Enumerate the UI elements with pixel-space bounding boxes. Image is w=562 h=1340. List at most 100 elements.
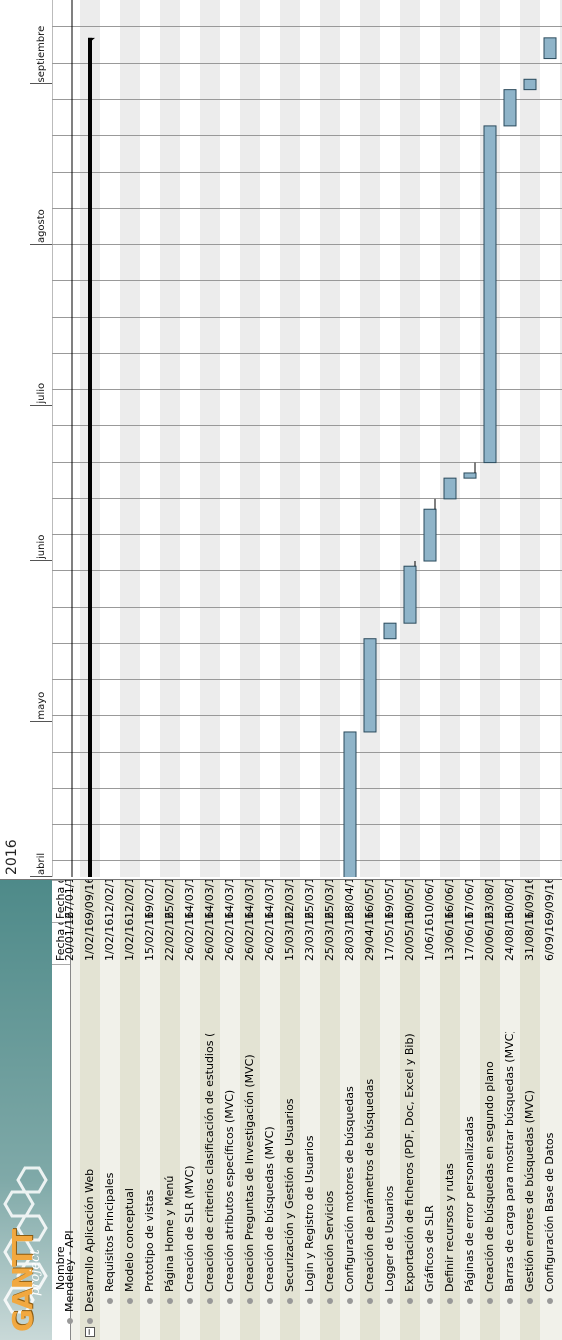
task-bullet-icon <box>147 1298 153 1304</box>
task-row[interactable]: Creación Preguntas de Investigación (MVC… <box>240 879 260 1340</box>
task-start-date: 26/02/16 <box>223 911 236 961</box>
task-end-date: 14/03/16 <box>183 879 196 919</box>
task-row[interactable]: Creación atributos específicos (MVC) 26/0… <box>220 879 240 1340</box>
task-bullet-icon <box>407 1298 413 1304</box>
task-start-date: 26/02/16 <box>243 911 256 961</box>
task-bullet-icon <box>507 1298 513 1304</box>
task-end-date: 10/06/16 <box>423 879 436 919</box>
task-name: Creación de búsquedas en segundo plano <box>483 1061 496 1292</box>
task-row[interactable]: − Desarrollo Aplicación Web 1/02/16 9/09/16 <box>80 879 100 1340</box>
task-bullet-icon <box>187 1298 193 1304</box>
task-bar[interactable] <box>483 125 497 464</box>
task-bar[interactable] <box>363 638 377 733</box>
task-name: Creación de criterios clasificación de e… <box>203 1032 216 1292</box>
task-end-date: 19/05/16 <box>383 879 396 919</box>
task-end-date: 23/08/16 <box>483 879 496 919</box>
task-row[interactable]: Requisitos Principales 1/02/16 12/02/16 <box>100 879 120 1340</box>
task-start-date: 1/02/16 <box>83 918 96 961</box>
task-end-date: 17/06/16 <box>463 879 476 919</box>
logo-subtitle: project <box>28 1249 43 1296</box>
task-end-date: 12/02/16 <box>103 879 116 919</box>
task-row[interactable]: Configuración Base de Datos 6/09/16 9/09/1… <box>540 879 560 1340</box>
task-row[interactable]: Definir recursos y rutas 13/06/16 16/06/16 <box>440 879 460 1340</box>
task-row[interactable]: Prototipo de vistas 15/02/16 19/02/16 <box>140 879 160 1340</box>
task-end-date: 27/01/16 <box>63 879 76 919</box>
task-end-date: 14/03/16 <box>223 879 236 919</box>
task-start-date: 1/02/16 <box>103 918 116 961</box>
task-row[interactable]: Configuración motores de búsquedas 28/03/… <box>340 879 360 1340</box>
task-bullet-icon <box>447 1298 453 1304</box>
task-start-date: 20/01/16 <box>63 911 76 961</box>
task-name: Creación Preguntas de Investigación (MVC… <box>243 1054 256 1292</box>
task-row[interactable]: Securización y Gestión de Usuarios 15/03/… <box>280 879 300 1340</box>
task-row[interactable]: Modelo conceptual 1/02/16 12/02/16 <box>120 879 140 1340</box>
task-start-date: 17/06/16 <box>463 911 476 961</box>
task-row[interactable]: Creación de SLR (MVC) 26/02/16 14/03/16 <box>180 879 200 1340</box>
task-name: Definir recursos y rutas <box>443 1163 456 1292</box>
task-end-date: 25/02/16 <box>163 879 176 919</box>
task-bullet-icon <box>467 1298 473 1304</box>
task-bar[interactable] <box>443 477 457 500</box>
task-bar[interactable] <box>343 731 357 877</box>
task-end-date: 19/02/16 <box>143 879 156 919</box>
task-row[interactable]: Mendeley - API 20/01/16 27/01/16 <box>60 879 80 1340</box>
task-start-date: 20/05/16 <box>403 911 416 961</box>
task-row[interactable]: Barras de carga para mostrar búsquedas (… <box>500 879 520 1340</box>
task-bullet-icon <box>347 1298 353 1304</box>
task-row[interactable]: Creación de búsquedas (MVC) 26/02/16 14/03… <box>260 879 280 1340</box>
task-bullet-icon <box>547 1298 553 1304</box>
task-name: Barras de carga para mostrar búsquedas (… <box>503 1032 516 1292</box>
task-row[interactable]: Gráficos de SLR 1/06/16 10/06/16 <box>420 879 440 1340</box>
gantt-chart-panel: 2016 abril mayo junio julio agosto septiembre <box>0 0 562 877</box>
task-bullet-icon <box>207 1298 213 1304</box>
task-bullet-icon <box>167 1298 173 1304</box>
task-name: Modelo conceptual <box>123 1188 136 1292</box>
task-bullet-icon <box>307 1298 313 1304</box>
task-start-date: 6/09/16 <box>543 918 556 961</box>
task-name: Creación Servicios <box>323 1190 336 1292</box>
task-row[interactable]: Login y Registro de Usuarios 23/03/16 25/0… <box>300 879 320 1340</box>
task-start-date: 31/08/16 <box>523 911 536 961</box>
task-row[interactable]: Creación de búsquedas en segundo plano 20… <box>480 879 500 1340</box>
task-name: Creación atributos específicos (MVC) <box>223 1089 236 1292</box>
task-name: Desarrollo Aplicación Web <box>83 1168 96 1312</box>
task-bar[interactable] <box>523 78 537 91</box>
task-bullet-icon <box>87 1318 93 1324</box>
task-row[interactable]: Página Home y Menú 22/02/16 25/02/16 <box>160 879 180 1340</box>
task-end-date: 14/03/16 <box>243 879 256 919</box>
task-start-date: 13/06/16 <box>443 911 456 961</box>
task-start-date: 22/02/16 <box>163 911 176 961</box>
task-row[interactable]: Logger de Usuarios 17/05/16 19/05/16 <box>380 879 400 1340</box>
collapse-icon[interactable]: − <box>85 1327 95 1337</box>
task-bullet-icon <box>487 1298 493 1304</box>
row-stripe <box>360 0 380 877</box>
logo-banner: GANTT project <box>0 880 52 1340</box>
task-bullet-icon <box>427 1298 433 1304</box>
task-row[interactable]: Creación Servicios 25/03/16 25/03/16 <box>320 879 340 1340</box>
task-bar[interactable] <box>423 508 437 562</box>
task-row[interactable]: Creación de criterios clasificación de e… <box>200 879 220 1340</box>
gantt-chart[interactable] <box>0 0 562 877</box>
task-end-date: 30/05/16 <box>403 879 416 919</box>
task-end-date: 12/02/16 <box>123 879 136 919</box>
task-bar[interactable] <box>503 89 517 127</box>
task-row[interactable]: Creación de parámetros de búsquedas 29/04… <box>360 879 380 1340</box>
task-name: Creación de búsquedas (MVC) <box>263 1126 276 1292</box>
task-bar[interactable] <box>383 622 397 640</box>
task-bar[interactable] <box>463 472 477 479</box>
task-bullet-icon <box>127 1298 133 1304</box>
task-bullet-icon <box>67 1318 73 1324</box>
task-name: Login y Registro de Usuarios <box>303 1135 316 1292</box>
task-bar[interactable] <box>403 565 417 624</box>
task-bullet-icon <box>367 1298 373 1304</box>
task-name: Configuración Base de Datos <box>543 1132 556 1292</box>
task-row[interactable]: Gestión errores de búsquedas (MVC) 31/08/… <box>520 879 540 1340</box>
task-end-date: 25/03/16 <box>303 879 316 919</box>
task-end-date: 1/09/16 <box>523 879 536 919</box>
row-stripe <box>320 0 340 877</box>
task-end-date: 14/03/16 <box>263 879 276 919</box>
task-bar[interactable] <box>543 37 557 60</box>
task-row[interactable]: Páginas de error personalizadas 17/06/16 1… <box>460 879 480 1340</box>
task-row[interactable]: Exportación de ficheros (PDF, Doc, Excel… <box>400 879 420 1340</box>
task-start-date: 15/03/16 <box>283 911 296 961</box>
